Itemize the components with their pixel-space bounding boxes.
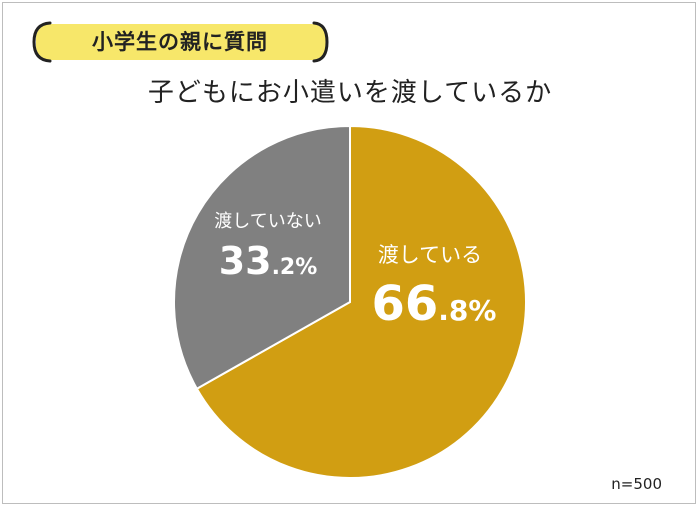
question-tag: 小学生の親に質問 — [30, 20, 330, 64]
tag-bracket-right — [312, 21, 329, 63]
pie-slice-2 — [173, 124, 351, 391]
chart-title: 子どもにお小遣いを渡しているか — [147, 78, 553, 108]
tag-background — [32, 21, 329, 63]
pie-slice-label-1: 渡している — [378, 243, 482, 267]
pie-slice-1 — [195, 124, 527, 479]
question-tag-label: 小学生の親に質問 — [92, 30, 268, 54]
pie-slice-label-2: 渡していない — [214, 211, 321, 232]
sample-size-label: n=500 — [611, 475, 662, 493]
pie-slice-value-2: 33.2% — [219, 239, 318, 283]
pie-slice-value-1: 66.8% — [372, 276, 497, 332]
tag-bracket-left — [32, 21, 52, 63]
